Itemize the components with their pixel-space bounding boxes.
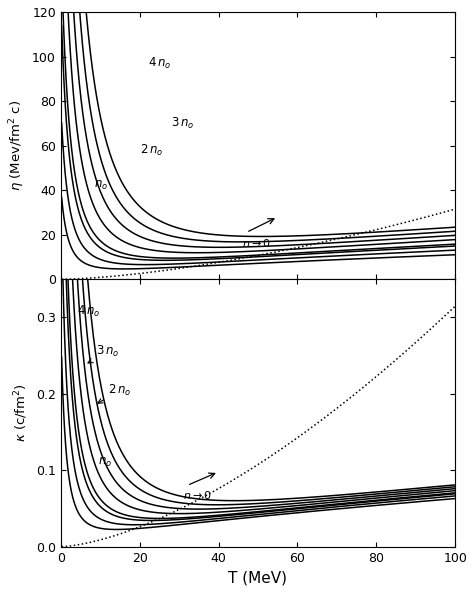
Text: $4\,n_o$: $4\,n_o$: [77, 304, 101, 319]
Text: $2\,n_o$: $2\,n_o$: [98, 382, 132, 403]
Text: $n_o$: $n_o$: [98, 456, 112, 469]
Text: $4\,n_o$: $4\,n_o$: [147, 56, 171, 70]
Text: $3\,n_o$: $3\,n_o$: [171, 116, 195, 131]
Y-axis label: $\kappa$ (c/fm$^2$): $\kappa$ (c/fm$^2$): [13, 384, 30, 442]
Text: $n\rightarrow 0$: $n\rightarrow 0$: [183, 490, 212, 501]
Text: $n_o$: $n_o$: [94, 179, 109, 192]
Text: $n\rightarrow 0$: $n\rightarrow 0$: [242, 237, 271, 249]
Text: $3\,n_o$: $3\,n_o$: [88, 345, 120, 363]
X-axis label: T (MeV): T (MeV): [228, 570, 287, 585]
Text: $2\,n_o$: $2\,n_o$: [140, 143, 163, 157]
Y-axis label: $\eta$ (Mev/fm$^2$ c): $\eta$ (Mev/fm$^2$ c): [7, 100, 27, 191]
